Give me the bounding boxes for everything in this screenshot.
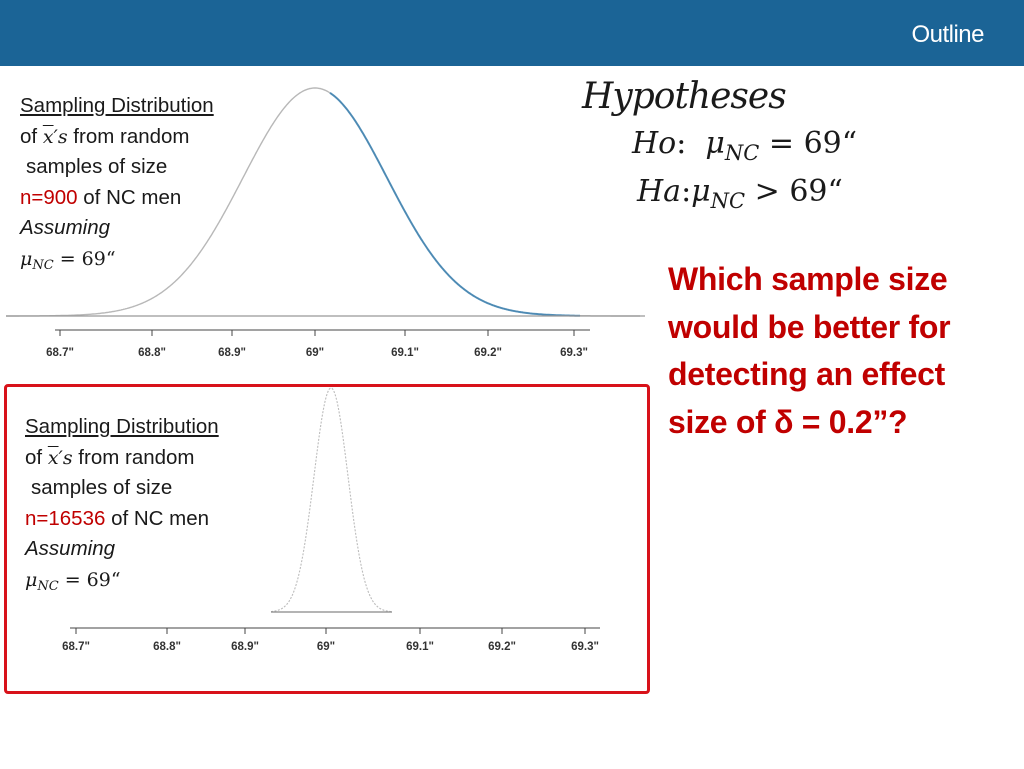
- panel1-line6: μNC = 69“: [20, 247, 116, 273]
- axis-tick-label: 69.3": [571, 641, 599, 653]
- axis-tick-label: 68.8": [138, 347, 166, 359]
- panel1-description: Sampling Distribution of x′s from random…: [20, 91, 214, 281]
- question-line-3: detecting an effect: [668, 356, 946, 392]
- null-hypothesis: Ho: μNC = 69“: [632, 126, 858, 165]
- panel2-line6: μNC = 69“: [25, 568, 121, 594]
- distribution-curve-n16536: [270, 387, 392, 613]
- outline-link[interactable]: Outline: [911, 21, 984, 48]
- axis-tick-label: 69": [317, 641, 335, 653]
- axis-tick-label: 69": [306, 347, 324, 359]
- distribution-shade-n900: [329, 92, 580, 317]
- panel2-description: Sampling Distribution of x′s from random…: [25, 412, 219, 602]
- axis-tick-label: 68.9": [218, 347, 246, 359]
- panel1-line5: Assuming: [20, 216, 111, 239]
- panel2-line3: samples of size: [31, 476, 173, 499]
- panel2-heading: Sampling Distribution: [25, 415, 219, 438]
- panel2-line2: of x′s from random: [25, 445, 195, 469]
- axis-tick-label: 69.1": [391, 347, 419, 359]
- axis-tick-label: 69.1": [406, 641, 434, 653]
- axis-tick-label: 69.2": [488, 641, 516, 653]
- panel2-line4: n=16536 of NC men: [25, 506, 210, 530]
- panel2-line5: Assuming: [25, 537, 116, 560]
- panel2-sample-size: n=16536: [25, 506, 106, 530]
- panel1-heading: Sampling Distribution: [20, 94, 214, 117]
- hypotheses-title: Hypotheses: [582, 76, 787, 117]
- question-line-2: would be better for: [668, 308, 951, 345]
- axis-tick-label: 68.7": [46, 347, 74, 359]
- header-bar: Outline: [0, 0, 1024, 66]
- axis-tick-label: 69.3": [560, 347, 588, 359]
- axis-n900: 68.7" 68.8" 68.9" 69" 69.1" 69.2" 69.3": [46, 329, 590, 359]
- alternative-hypothesis: Ha:μNC > 69“: [637, 174, 843, 213]
- question-text: Which sample size would be better for de…: [668, 256, 1008, 446]
- panel1-line4: n=900 of NC men: [20, 185, 182, 209]
- panel1-line3: samples of size: [26, 155, 168, 178]
- axis-tick-label: 69.2": [474, 347, 502, 359]
- axis-tick-label: 68.7": [62, 641, 90, 653]
- highlight-box: [4, 384, 650, 694]
- question-line-4: size of δ = 0.2”?: [668, 403, 908, 440]
- axis-tick-label: 68.9": [231, 641, 259, 653]
- question-line-1: Which sample size: [668, 261, 948, 297]
- axis-tick-label: 68.8": [153, 641, 181, 653]
- axis-n16536: 68.7" 68.8" 68.9" 69" 69.1" 69.2" 69.3": [62, 627, 600, 653]
- panel1-line2: of x′s from random: [20, 124, 190, 148]
- panel1-sample-size: n=900: [20, 185, 78, 209]
